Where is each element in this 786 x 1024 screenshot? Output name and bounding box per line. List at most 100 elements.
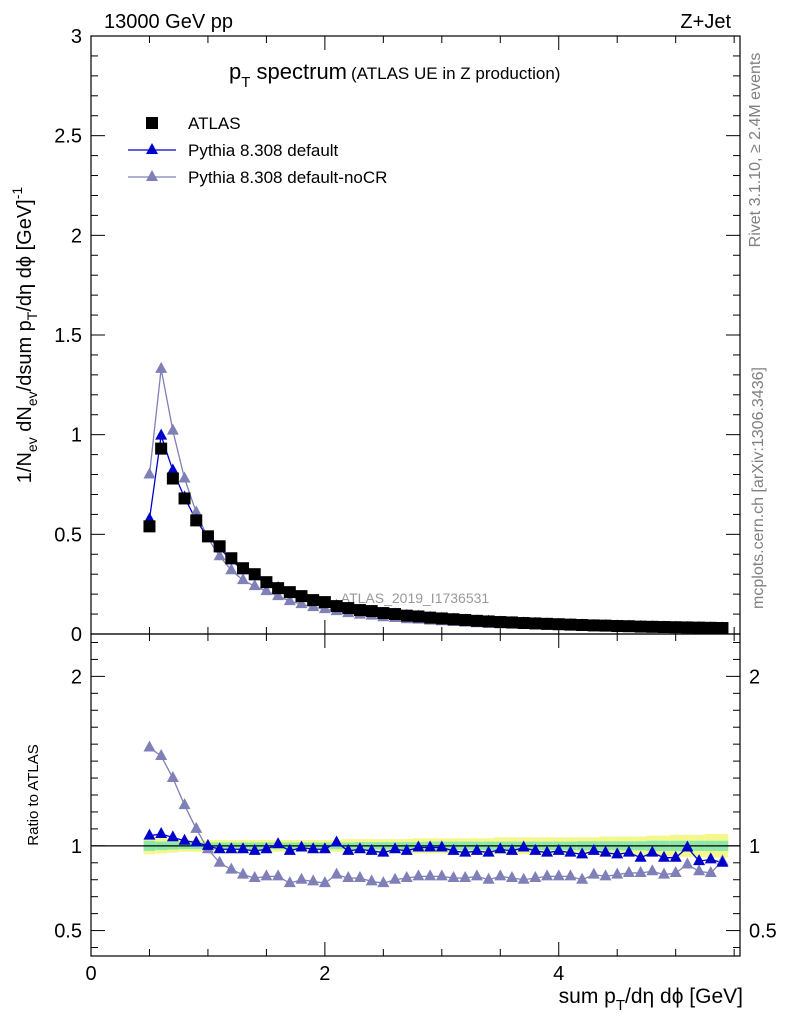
point-atlas: [237, 562, 250, 575]
point-default: [155, 428, 168, 440]
ratio-point-nocr: [669, 865, 682, 877]
ratio-point-default: [412, 840, 425, 852]
point-atlas: [657, 621, 670, 634]
point-atlas: [213, 540, 226, 553]
energy-label: 13000 GeV pp: [104, 11, 233, 33]
point-atlas: [447, 613, 460, 626]
ratio-point-nocr: [342, 871, 355, 883]
plot-title: pT spectrum (ATLAS UE in Z production): [229, 59, 560, 91]
ratio-point-nocr: [611, 867, 624, 879]
point-nocr: [213, 549, 226, 561]
ratio-point-default: [541, 845, 554, 857]
ratio-point-nocr: [225, 862, 238, 874]
point-nocr: [248, 579, 261, 591]
ratio-point-default: [283, 843, 296, 855]
point-atlas: [704, 621, 717, 634]
ratio-point-default: [564, 845, 577, 857]
point-nocr: [272, 589, 285, 601]
ratio-point-nocr: [166, 771, 179, 783]
ratio-point-default: [447, 843, 460, 855]
ratio-point-default: [178, 833, 191, 845]
ratio-point-nocr: [143, 740, 156, 752]
ratio-point-default: [237, 842, 250, 854]
point-atlas: [622, 620, 635, 633]
ratio-point-default: [634, 850, 647, 862]
ratio-y-label: Ratio to ATLAS: [25, 744, 42, 845]
ratio-point-nocr: [412, 869, 425, 881]
ratio-point-default: [622, 845, 635, 857]
legend-label-nocr: Pythia 8.308 default-noCR: [188, 168, 387, 187]
ratio-point-default: [400, 843, 413, 855]
point-atlas: [400, 609, 413, 622]
ratio-point-nocr: [353, 871, 366, 883]
point-atlas: [541, 617, 554, 630]
ratio-point-default: [435, 840, 448, 852]
ratio-point-nocr: [494, 869, 507, 881]
ratio-point-default: [611, 847, 624, 859]
y-tick-label: 1.5: [54, 325, 82, 347]
ratio-point-default: [693, 854, 706, 866]
point-atlas: [377, 607, 390, 620]
point-atlas: [646, 620, 659, 633]
point-atlas: [365, 605, 378, 618]
ratio-point-default: [272, 837, 285, 849]
ratio-point-nocr: [365, 874, 378, 886]
x-tick-label: 2: [319, 963, 330, 985]
point-nocr: [225, 563, 238, 575]
ratio-point-nocr: [330, 867, 343, 879]
ratio-point-default: [505, 843, 518, 855]
ratio-point-default: [377, 845, 390, 857]
ratio-point-nocr: [295, 872, 308, 884]
y-axis-label: 1/Nev dNev/dsum pT/dη dϕ [GeV]-1: [9, 187, 40, 484]
ratio-point-default: [353, 842, 366, 854]
point-atlas: [435, 612, 448, 625]
point-atlas: [552, 618, 565, 631]
point-nocr: [260, 584, 273, 596]
point-atlas: [494, 616, 507, 629]
point-atlas: [353, 604, 366, 617]
point-atlas: [283, 586, 296, 599]
legend-marker-default: [146, 143, 158, 154]
ratio-point-default: [669, 850, 682, 862]
ratio-point-default: [599, 845, 612, 857]
mcplots-label: mcplots.cern.ch [arXiv:1306.3436]: [750, 367, 767, 609]
ratio-point-default: [307, 842, 320, 854]
ratio-point-nocr: [587, 867, 600, 879]
point-nocr: [155, 361, 168, 373]
ratio-point-default: [552, 843, 565, 855]
ratio-point-nocr: [389, 872, 402, 884]
ratio-point-default: [389, 842, 402, 854]
point-atlas: [260, 576, 273, 589]
ratio-point-nocr: [377, 876, 390, 888]
ratio-point-default: [213, 842, 226, 854]
ratio-point-nocr: [693, 864, 706, 876]
point-atlas: [716, 622, 729, 635]
point-atlas: [330, 600, 343, 613]
ratio-point-nocr: [459, 871, 472, 883]
ratio-point-default: [330, 835, 343, 847]
y-tick-label: 0.5: [54, 524, 82, 546]
point-atlas: [201, 530, 214, 543]
series-layer: [143, 361, 729, 635]
x-tick-label: 4: [553, 963, 564, 985]
y-tick-label: 1: [71, 425, 82, 447]
point-atlas: [166, 472, 179, 485]
y-tick-label: 3: [71, 26, 82, 48]
ratio-point-nocr: [424, 869, 437, 881]
point-atlas: [681, 621, 694, 634]
ratio-point-default: [225, 842, 238, 854]
point-atlas: [424, 611, 437, 624]
ratio-y-tick-label-right: 2: [749, 666, 760, 688]
legend-marker-nocr: [146, 170, 158, 181]
ratio-point-nocr: [318, 876, 331, 888]
point-atlas: [225, 552, 238, 565]
point-atlas: [412, 610, 425, 623]
point-nocr: [178, 471, 191, 483]
ratio-point-default: [260, 842, 273, 854]
point-nocr: [295, 597, 308, 609]
ratio-point-default: [576, 847, 589, 859]
point-atlas: [611, 620, 624, 633]
ratio-point-default: [646, 845, 659, 857]
ratio-point-default: [190, 835, 203, 847]
